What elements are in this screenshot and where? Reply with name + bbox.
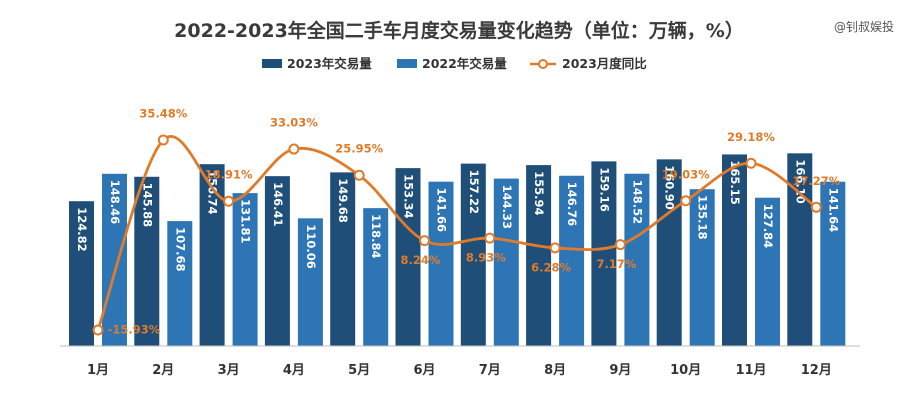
bar-label-2022-3: 131.81 (239, 199, 253, 243)
x-tick-label-10: 10月 (670, 363, 701, 378)
bar-2022-8 (559, 175, 585, 346)
x-tick-label-11: 11月 (735, 363, 766, 378)
bar-2022-1 (102, 173, 127, 346)
x-tick-label-8: 8月 (544, 363, 566, 378)
bar-2023-9 (591, 161, 617, 346)
bar-2023-3 (199, 164, 225, 346)
x-tick-label-1: 1月 (87, 363, 109, 378)
bar-2022-9 (624, 173, 650, 346)
bar-2023-11 (722, 154, 747, 346)
bar-2022-3 (232, 193, 258, 346)
legend-label-2023: 2023年交易量 (287, 56, 372, 71)
x-tick-label-4: 4月 (283, 363, 305, 378)
bar-2023-10 (656, 159, 682, 346)
yoy-point-9 (614, 239, 626, 251)
yoy-label-2: 35.48% (139, 107, 187, 121)
yoy-point-3 (223, 195, 235, 207)
bar-2022-7 (493, 178, 519, 346)
legend-marker-yoy (538, 59, 548, 69)
bar-2022-12 (820, 181, 846, 346)
yoy-label-9: 7.17% (596, 257, 636, 271)
yoy-label-5: 25.95% (335, 142, 383, 156)
bar-2022-2 (167, 221, 193, 346)
bar-label-2022-4: 110.06 (304, 224, 318, 268)
bar-2023-8 (526, 165, 552, 346)
x-tick-label-12: 12月 (801, 363, 832, 378)
bar-label-2023-5: 149.68 (336, 178, 350, 222)
yoy-point-7 (484, 232, 496, 244)
bar-label-2022-7: 144.33 (500, 185, 514, 229)
bar-label-2022-10: 135.18 (696, 195, 710, 239)
bar-label-2023-4: 146.41 (271, 182, 285, 226)
x-tick-group: 1月 2月 3月 4月 5月 6月 7月 8月 9月 10月 11月 12月 (87, 363, 832, 378)
bar-label-2023-8: 155.94 (532, 171, 546, 215)
bar-label-2023-6: 153.34 (402, 174, 416, 218)
bar-label-2022-11: 127.84 (761, 204, 775, 248)
bar-label-2022-12: 141.64 (826, 188, 840, 232)
yoy-point-12 (810, 201, 822, 213)
bar-label-2023-9: 159.16 (597, 167, 611, 211)
bar-label-2023-2: 145.88 (140, 183, 154, 227)
line-series-group: -15.93% 35.48% 18.91% 33.03% 25.95% 8.24% 8.93… (92, 107, 841, 337)
yoy-point-1 (92, 324, 104, 336)
bar-label-2022-9: 148.52 (630, 180, 644, 224)
bar-label-2023-12: 166.10 (793, 159, 807, 203)
bar-2023-2 (134, 176, 160, 346)
yoy-point-5 (353, 169, 365, 181)
chart-title: 2022-2023年全国二手车月度交易量变化趋势（单位：万辆，%） (174, 20, 744, 42)
bar-label-2022-6: 141.66 (435, 188, 449, 232)
bar-2022-11 (755, 197, 780, 346)
bar-2022-4 (297, 218, 323, 346)
bar-label-2022-1: 148.46 (108, 180, 122, 224)
legend-swatch-2022 (397, 59, 417, 68)
bar-label-2023-10: 160.90 (663, 165, 677, 209)
bar-label-2022-2: 107.68 (173, 227, 187, 271)
x-tick-label-3: 3月 (218, 363, 240, 378)
yoy-label-12: 17.27% (792, 174, 840, 188)
legend-label-yoy: 2023月度同比 (562, 56, 647, 71)
yoy-label-8: 6.28% (531, 260, 571, 274)
bar-label-2022-5: 118.84 (369, 214, 383, 258)
yoy-label-7: 8.93% (466, 251, 506, 265)
x-tick-label-7: 7月 (479, 363, 501, 378)
bar-2023-7 (460, 163, 486, 346)
bar-label-2023-11: 165.15 (728, 160, 742, 204)
x-tick-label-2: 2月 (152, 363, 174, 378)
bar-label-2022-8: 146.76 (565, 182, 579, 226)
legend-label-2022: 2022年交易量 (422, 56, 507, 71)
bar-2022-10 (689, 189, 715, 346)
bar-2023-4 (264, 176, 290, 346)
yoy-label-3: 18.91% (205, 168, 253, 182)
bar-2023-5 (330, 172, 356, 346)
yoy-label-4: 33.03% (270, 116, 318, 130)
yoy-label-6: 8.24% (401, 253, 441, 267)
yoy-point-10 (680, 195, 692, 207)
yoy-point-4 (288, 143, 300, 155)
x-tick-label-9: 9月 (609, 363, 631, 378)
bar-2022-6 (428, 181, 454, 346)
yoy-point-6 (419, 235, 430, 247)
bar-label-2023-1: 124.82 (75, 207, 89, 251)
bar-label-2023-7: 157.22 (467, 170, 481, 214)
yoy-label-1: -15.93% (108, 323, 161, 337)
yoy-label-10: 19.03% (662, 167, 710, 181)
bar-2023-6 (395, 168, 421, 346)
legend: 2023年交易量 2022年交易量 2023月度同比 (262, 56, 647, 71)
bar-2022-5 (363, 208, 389, 346)
legend-swatch-2023 (262, 59, 282, 68)
x-tick-label-5: 5月 (348, 363, 370, 378)
yoy-point-8 (549, 242, 561, 254)
x-tick-label-6: 6月 (413, 363, 435, 378)
bar-2023-1 (69, 201, 94, 346)
yoy-point-11 (745, 157, 757, 169)
watermark: @钊叔娱投 (833, 20, 894, 34)
yoy-point-2 (157, 134, 169, 146)
yoy-label-11: 29.18% (727, 130, 775, 144)
